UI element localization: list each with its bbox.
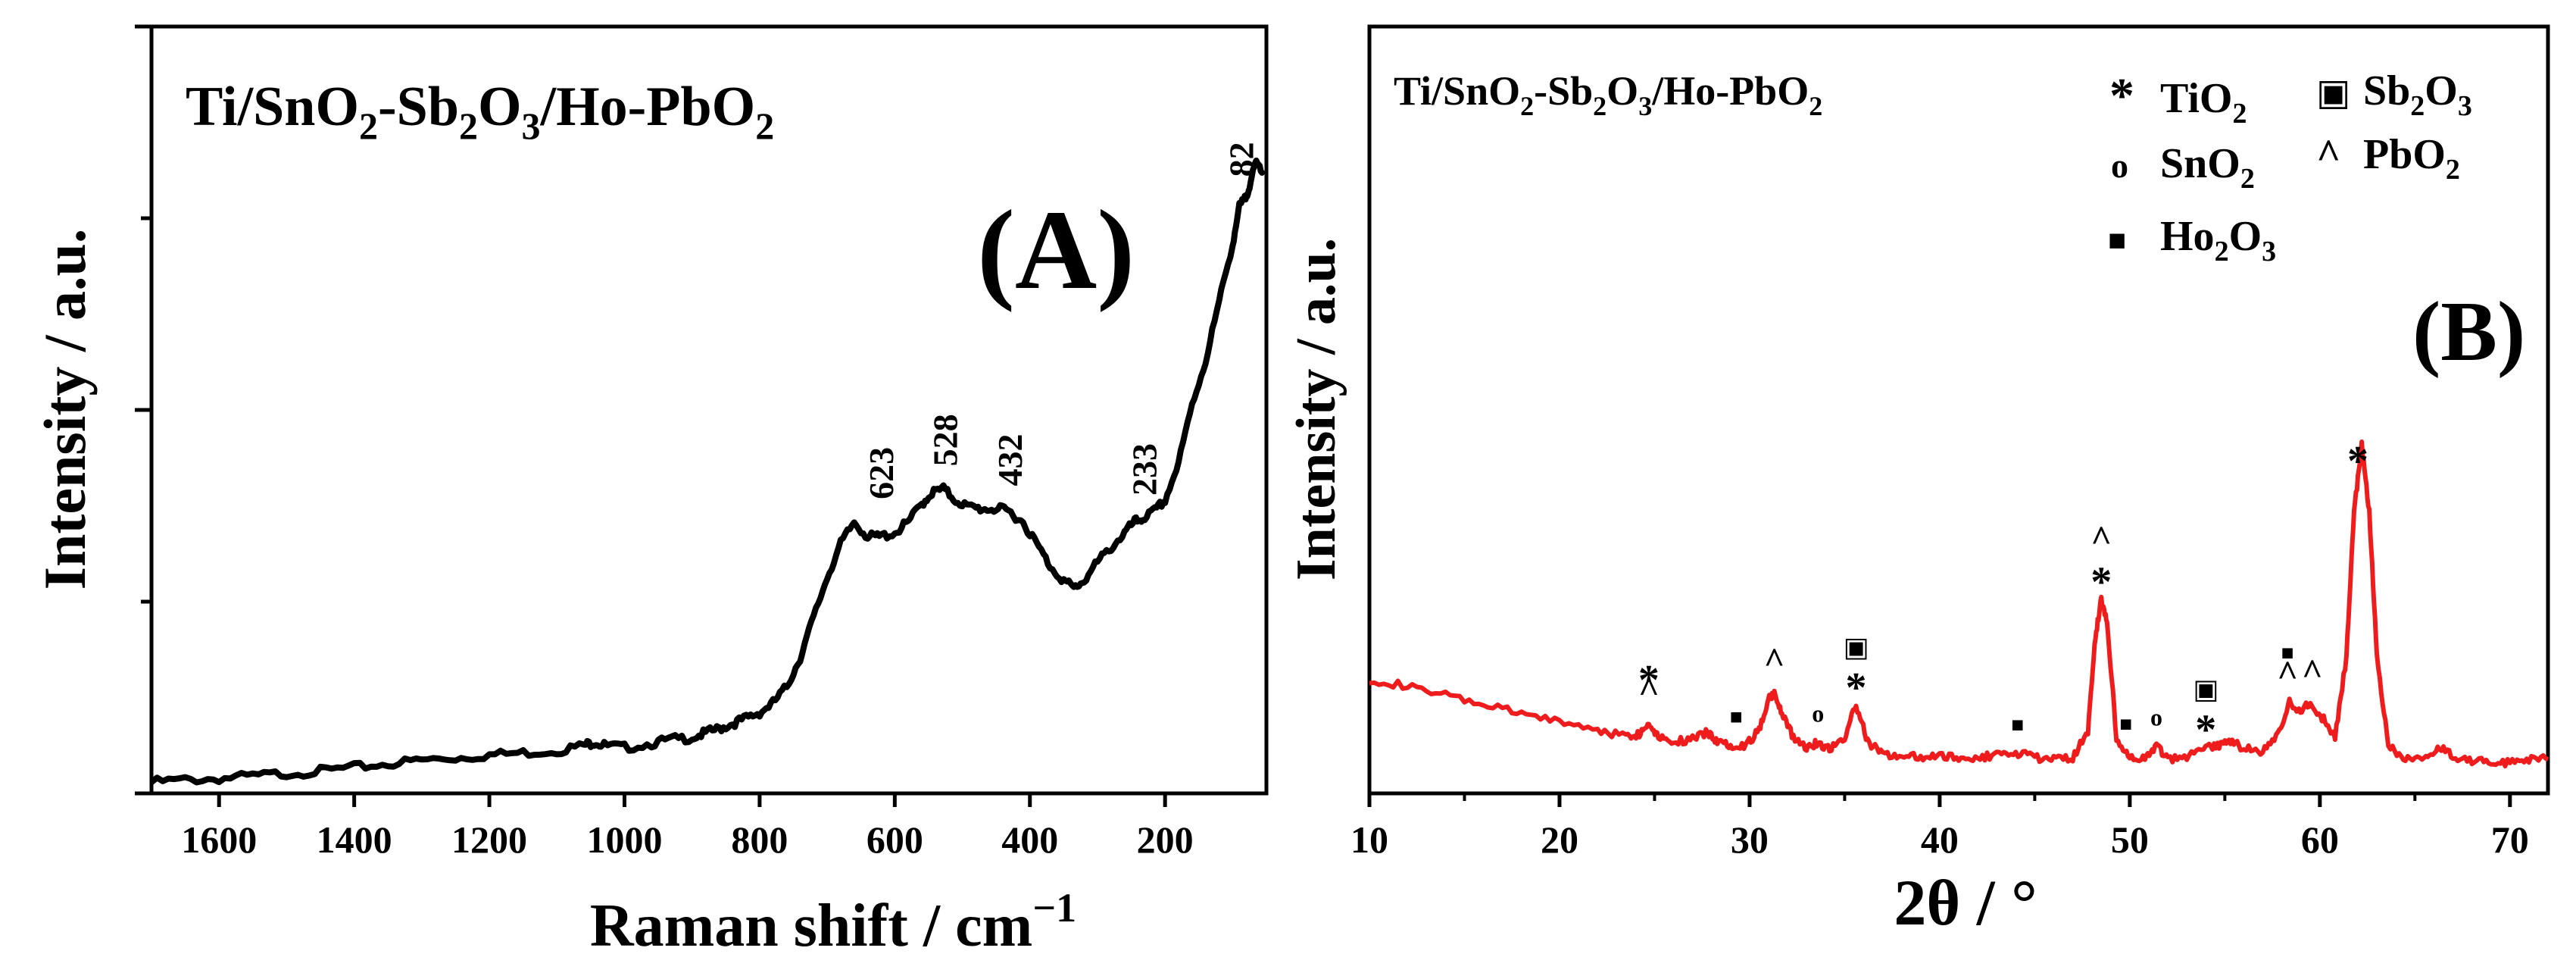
asterisk-marker: *: [2347, 438, 2368, 485]
legend-item-tio2: * TiO2: [2109, 68, 2247, 130]
filled-square-marker: ■: [2119, 712, 2132, 736]
caret-marker: ^: [1764, 641, 1785, 681]
panel-b-x-tick-label: 10: [1350, 818, 1388, 861]
panel-a-raman-chart: Ti/SnO2-Sb2O3/Ho-PbO2 (A) Intensity / a.…: [32, 24, 1269, 959]
legend-item-sno2: o SnO2: [2111, 140, 2255, 195]
panel-a-peak-label: 528: [926, 414, 965, 466]
legend-symbol-boxed-square: ▣: [2316, 73, 2350, 113]
legend-item-ho2o3: ■ Ho2O3: [2108, 213, 2276, 267]
circle-marker: o: [1812, 700, 1824, 727]
panel-a-plot-frame: [149, 24, 1269, 796]
panel-a-x-tick-label: 1000: [586, 818, 662, 861]
caret-marker: ^: [1638, 670, 1660, 710]
panel-a-x-ticks: 1600 1400 1200 1000 800 600 400 200: [181, 793, 1194, 861]
panel-a-x-tick-label: 200: [1137, 818, 1194, 861]
panel-a-x-tick-label: 1200: [451, 818, 527, 861]
panel-a-x-tick-label: 600: [866, 818, 923, 861]
panel-a-title: Ti/SnO2-Sb2O3/Ho-PbO2: [186, 76, 774, 147]
panel-a-peak-label: 623: [862, 447, 901, 499]
panel-b-title: Ti/SnO2-Sb2O3/Ho-PbO2: [1394, 68, 1822, 121]
panel-b-xrd-chart: Ti/SnO2-Sb2O3/Ho-PbO2 (B) * TiO2 o SnO2 …: [1285, 24, 2550, 939]
filled-square-marker: ■: [2281, 641, 2294, 665]
panel-b-plot-frame: [1367, 24, 2550, 796]
panel-b-phase-markers: ^*■^o*▣■*^■ o *▣ ^■ ^*: [1638, 438, 2368, 753]
legend-item-pbo2: ^ PbO2: [2316, 131, 2460, 186]
panel-a-peak-label: 233: [1126, 443, 1164, 496]
legend-label-sb2o3: Sb2O3: [2363, 67, 2472, 122]
legend-label-pbo2: PbO2: [2363, 131, 2460, 186]
legend-symbol-filled-square: ■: [2108, 223, 2126, 257]
legend-label-tio2: TiO2: [2160, 75, 2247, 130]
circle-marker: o: [2150, 703, 2162, 730]
caret-marker: ^: [2277, 653, 2298, 693]
caret-marker: ^: [2302, 652, 2323, 693]
panel-a-x-tick-label: 800: [731, 818, 788, 861]
legend-label-sno2: SnO2: [2160, 140, 2255, 195]
panel-b-x-tick-label: 30: [1731, 818, 1769, 861]
legend-label-ho2o3: Ho2O3: [2160, 213, 2276, 267]
panel-a-x-tick-label: 1400: [317, 818, 392, 861]
boxed-square-marker: ▣: [1843, 632, 1869, 662]
panel-b-x-ticks: 10 20 30 40 50 60 70: [1350, 793, 2529, 861]
panel-a-peak-label: 82: [1222, 142, 1260, 177]
panel-a-x-tick-label: 400: [1001, 818, 1058, 861]
panel-b-label: (B): [2412, 285, 2525, 379]
panel-a-raman-spectrum: [149, 157, 1266, 786]
panel-a-ylabel: Intensity / a.u.: [32, 229, 98, 590]
filled-square-marker: ■: [1730, 705, 1743, 729]
legend-item-sb2o3: ▣ Sb2O3: [2316, 67, 2472, 122]
panel-a-label: (A): [977, 187, 1135, 313]
legend-symbol-asterisk: *: [2109, 68, 2134, 124]
panel-b-ylabel: Intensity / a.u.: [1285, 238, 1347, 580]
panel-a-peak-label: 432: [991, 433, 1029, 486]
panel-b-x-tick-label: 50: [2111, 818, 2149, 861]
asterisk-marker: *: [1638, 657, 1660, 704]
filled-square-marker: ■: [2011, 713, 2024, 737]
panel-a-xlabel: Raman shift / cm−1: [590, 885, 1076, 959]
panel-b-x-tick-label: 20: [1541, 818, 1578, 861]
panel-b-xlabel: 2θ / °: [1894, 866, 2037, 939]
panel-a-peak-labels: 623 528 432 233 82: [862, 142, 1261, 499]
boxed-square-marker: ▣: [2193, 674, 2218, 704]
legend-symbol-circle: o: [2111, 146, 2128, 185]
caret-marker: ^: [2090, 518, 2112, 558]
legend-symbol-caret: ^: [2316, 131, 2341, 178]
panel-b-xrd-pattern: [1369, 440, 2549, 769]
panel-b-x-tick-label: 40: [1921, 818, 1959, 861]
asterisk-marker: *: [2195, 706, 2216, 753]
asterisk-marker: *: [2090, 558, 2112, 605]
panel-a-x-tick-label: 1600: [181, 818, 257, 861]
asterisk-marker: *: [1845, 665, 1866, 712]
panel-b-legend: * TiO2 o SnO2 ■ Ho2O3 ▣ Sb2O3 ^ PbO2: [2108, 67, 2472, 267]
panel-b-x-tick-label: 70: [2491, 818, 2529, 861]
panel-a-y-ticks: [135, 24, 151, 796]
panel-b-x-tick-label: 60: [2301, 818, 2339, 861]
